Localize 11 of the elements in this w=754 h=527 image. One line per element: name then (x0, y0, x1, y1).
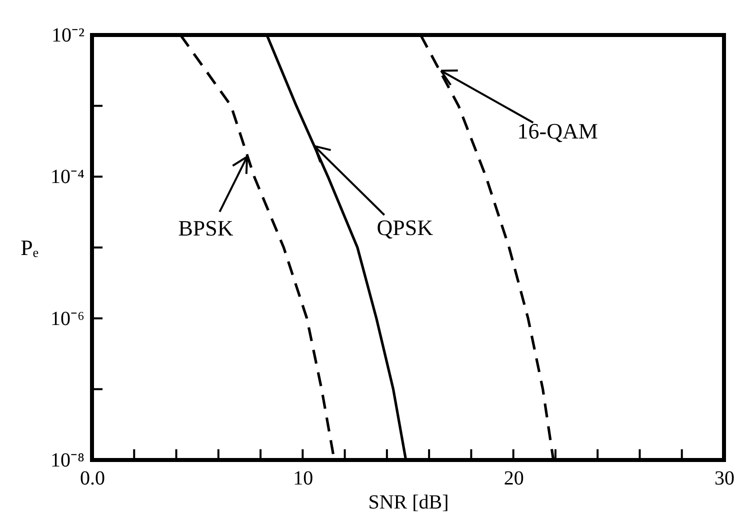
y-tick-label: 10⁻² (52, 24, 84, 46)
x-tick-label: 30 (714, 468, 734, 490)
x-tick-label: 20 (504, 468, 524, 490)
annotation: 16-QAM (517, 118, 598, 144)
y-axis-title: Pₑ (20, 235, 39, 260)
annotation: QPSK (376, 214, 434, 240)
annotation: BPSK (178, 216, 234, 241)
y-tick-label: 10⁻⁴ (50, 166, 85, 188)
x-axis-title: SNR [dB] (368, 492, 449, 514)
x-tick-label: 10 (293, 468, 314, 490)
y-tick-label: 10⁻⁶ (50, 308, 85, 330)
